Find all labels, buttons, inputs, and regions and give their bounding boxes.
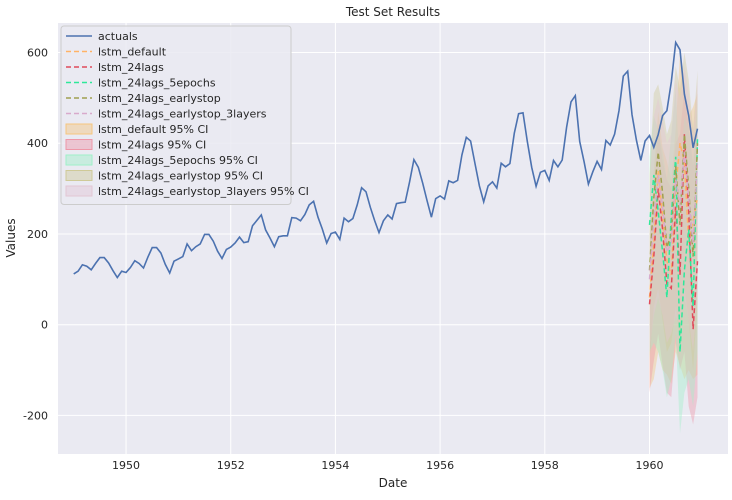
legend-label: lstm_default 95% CI: [98, 123, 208, 136]
x-tick-label: 1958: [531, 459, 559, 472]
legend-label: lstm_24lags_earlystop_3layers 95% CI: [98, 185, 309, 198]
y-tick-labels: -200 0 200 400 600: [23, 46, 48, 422]
legend-label: lstm_24lags_earlystop_3layers: [98, 108, 267, 121]
chart-title: Test Set Results: [345, 5, 440, 19]
ci-band: [649, 88, 698, 434]
legend-label: lstm_24lags_5epochs: [98, 77, 216, 90]
legend-label: lstm_24lags_earlystop 95% CI: [98, 170, 263, 183]
x-tick-label: 1952: [217, 459, 245, 472]
legend-label: lstm_24lags: [98, 61, 164, 74]
legend-swatch: [65, 170, 93, 181]
legend-label: lstm_default: [98, 46, 167, 59]
series-lines: [73, 40, 699, 352]
y-axis-label: Values: [4, 218, 18, 257]
legend-box: [60, 25, 292, 205]
y-tick-label: 200: [27, 228, 48, 241]
x-tick-label: 1956: [426, 459, 454, 472]
legend: actuals lstm_default lstm_24lags lstm_24lag…: [60, 25, 309, 205]
legend-swatch: [65, 123, 93, 135]
grid: [58, 23, 728, 454]
forecast-line: [648, 138, 699, 352]
legend-label: lstm_24lags_5epochs 95% CI: [98, 154, 258, 167]
legend-label: lstm_24lags_earlystop: [98, 92, 221, 105]
x-tick-label: 1950: [112, 459, 140, 472]
y-tick-label: 0: [41, 319, 48, 332]
legend-swatch: [65, 185, 93, 197]
y-tick-label: 400: [27, 137, 48, 150]
legend-label: lstm_24lags 95% CI: [98, 139, 206, 152]
forecast-line: [648, 152, 699, 280]
x-axis-label: Date: [379, 476, 408, 490]
x-tick-labels: 1950 1952 1954 1956 1958 1960: [112, 459, 663, 472]
legend-swatch: [65, 154, 93, 166]
y-tick-label: -200: [23, 409, 48, 422]
ci-band: [649, 52, 698, 389]
legend-swatch: [65, 139, 93, 150]
x-tick-label: 1954: [321, 459, 349, 472]
actuals-line: [73, 40, 699, 279]
legend-label: actuals: [98, 30, 138, 43]
y-tick-label: 600: [27, 46, 48, 59]
x-tick-label: 1960: [635, 459, 663, 472]
